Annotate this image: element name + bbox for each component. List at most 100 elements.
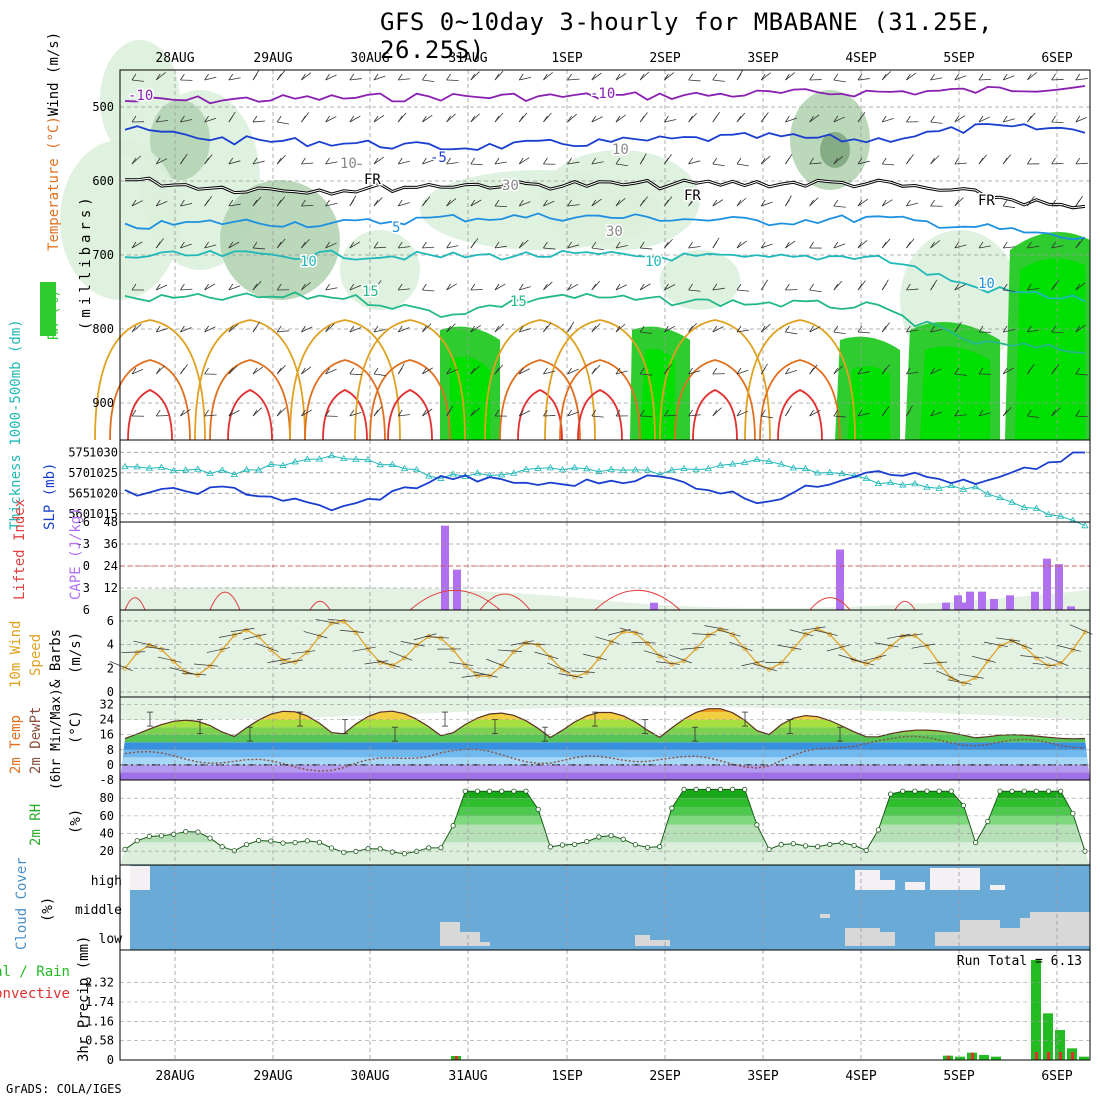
wind-barb	[228, 365, 238, 375]
wind-barb	[567, 199, 572, 207]
wind-barb	[1020, 655, 1045, 659]
wind-barb	[180, 327, 192, 333]
rh-marker	[547, 844, 553, 850]
date-label-bottom: 31AUG	[448, 1069, 487, 1084]
wind-barb	[688, 160, 701, 165]
wind-barb	[518, 199, 524, 207]
contour-label: FR	[978, 193, 995, 209]
wind-barb	[373, 246, 386, 249]
wind-barb	[785, 199, 790, 207]
wind-barb	[518, 157, 530, 165]
rh-marker	[341, 849, 347, 855]
cape-ylabel: CAPE (J/kg)	[68, 507, 84, 600]
wind-barb	[397, 73, 403, 81]
cape-bar	[453, 569, 461, 610]
wind-barb	[228, 410, 240, 417]
wind-barb	[373, 156, 385, 165]
wind-barb	[349, 78, 362, 81]
wind-barb	[615, 73, 621, 81]
wind-barb	[712, 157, 718, 165]
wind-barb	[470, 71, 480, 81]
wind-barb	[180, 115, 185, 123]
temperature-contour	[322, 389, 368, 441]
wind-barb	[567, 157, 572, 165]
temp-band	[120, 719, 1090, 728]
wind-barb	[228, 157, 234, 165]
wind-barb	[422, 241, 427, 249]
wind-barb	[688, 367, 693, 375]
wind-barb	[688, 246, 701, 249]
wind-barb	[1027, 367, 1032, 375]
rh-ylabel: (%)	[68, 809, 84, 834]
thickness-marker	[777, 460, 785, 467]
wind-barb	[325, 199, 330, 207]
precip-tick: 1.74	[85, 995, 114, 1009]
wind-barb	[639, 199, 645, 207]
wind-speed-marker	[134, 650, 140, 656]
rh-marker	[450, 823, 456, 829]
wind-barb	[881, 241, 887, 249]
wind-barb	[930, 411, 943, 417]
wind-barb	[1027, 245, 1040, 249]
wind-barb	[1002, 157, 1008, 165]
wind-barb	[833, 115, 839, 123]
wind-barb	[978, 199, 984, 207]
wind-barb	[470, 324, 481, 333]
wind-barb	[131, 200, 143, 207]
wind-barb	[180, 325, 185, 333]
wind-barb	[809, 325, 814, 333]
wind-barb	[180, 288, 193, 291]
wind-barb	[398, 202, 410, 207]
wind-barb	[373, 373, 386, 376]
rh-marker	[657, 844, 663, 850]
precip-bar	[955, 1056, 965, 1060]
wind-barb	[1002, 115, 1008, 123]
thickness-marker	[716, 461, 725, 468]
wind-speed-marker	[669, 661, 675, 667]
cloud-low	[650, 940, 670, 946]
wind-barb	[180, 409, 191, 417]
rh-marker	[584, 838, 590, 845]
wind-barb	[180, 367, 185, 375]
wind-barb	[303, 631, 328, 639]
cape-tick: 12	[104, 581, 118, 595]
wind-barb	[595, 636, 620, 644]
wind-barb	[470, 241, 476, 249]
wind-barb	[398, 327, 410, 333]
wind-barb	[204, 241, 209, 249]
wind-barb	[591, 325, 597, 333]
wind-barb	[422, 323, 432, 333]
wind-barb	[1002, 409, 1008, 417]
thickness-marker	[583, 465, 591, 472]
wind-barb	[947, 679, 972, 685]
wind-barb	[809, 241, 814, 249]
cape-bar	[978, 591, 986, 610]
wind-label: Wind (m/s)	[46, 32, 62, 116]
wind-barb	[664, 409, 669, 417]
wind-barb	[826, 644, 850, 652]
wind-barb	[833, 157, 839, 165]
wind-barb	[1045, 656, 1069, 667]
wind-barb	[906, 409, 911, 417]
wind-barb	[954, 409, 960, 417]
rh-marker	[365, 846, 371, 852]
wind-barb	[422, 199, 427, 207]
wind-barb	[543, 281, 553, 291]
wind-barb	[1027, 415, 1040, 418]
wind-barb	[716, 629, 741, 637]
rh-marker	[960, 802, 967, 809]
wind-barb	[881, 115, 887, 123]
wind-barb	[255, 642, 279, 652]
cloud-ylabel: (%)	[40, 897, 56, 922]
temp-tick: 32	[100, 698, 114, 712]
wind-barb	[543, 283, 548, 291]
wind-barb	[736, 410, 749, 417]
wind-barb	[978, 116, 991, 123]
wind-barb	[833, 79, 846, 83]
wind-barb	[760, 325, 766, 333]
wind-barb	[1027, 157, 1032, 165]
wind-barb	[473, 671, 498, 678]
rh-marker	[158, 833, 165, 839]
wind-barb	[155, 409, 161, 417]
thickness-marker	[668, 466, 676, 473]
